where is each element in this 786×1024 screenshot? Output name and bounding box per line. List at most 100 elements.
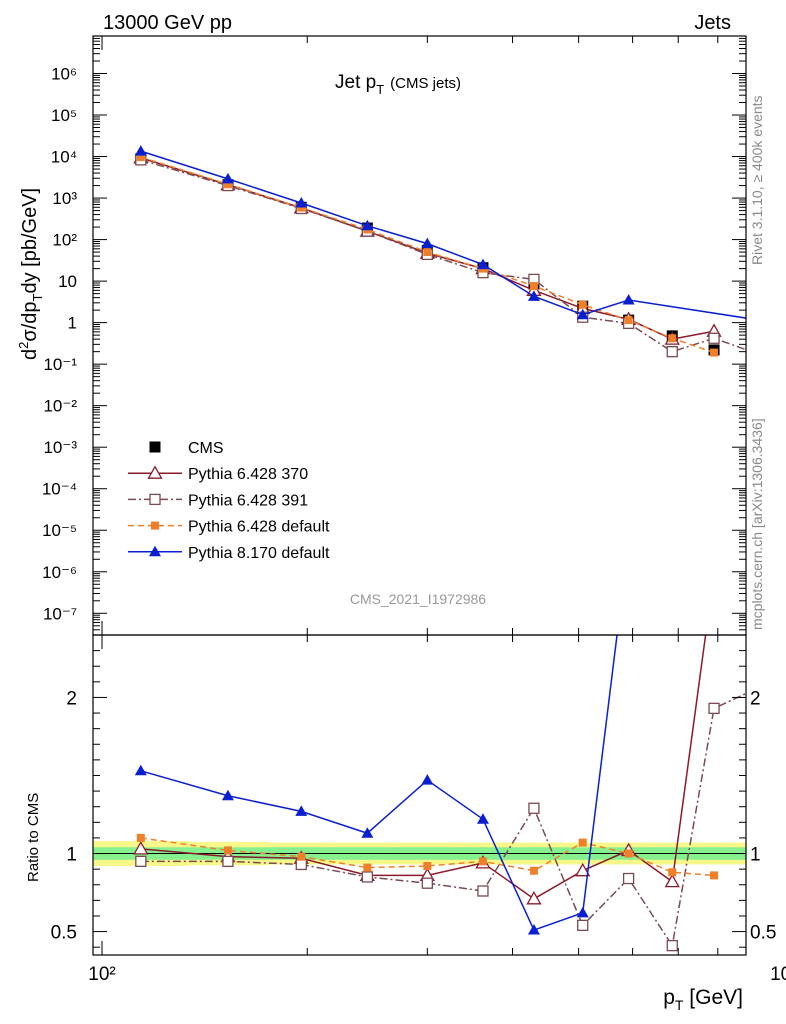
legend-label-4: Pythia 8.170 default bbox=[188, 545, 330, 562]
x-axis-title: pT [GeV] bbox=[663, 986, 743, 1013]
plot-title: Jet pT (CMS jets) bbox=[335, 72, 461, 97]
series-line-2 bbox=[140, 159, 746, 353]
legend: CMS Pythia 6.428 370 Pythia 6.428 391 Pythi… bbox=[128, 440, 330, 562]
ratio-y-axis-title: Ratio to CMS bbox=[25, 793, 42, 882]
ratio-point-s2-7 bbox=[578, 838, 587, 847]
ratio-point-s0-7 bbox=[575, 862, 591, 877]
ratio-point-s2-2 bbox=[297, 852, 306, 861]
series-line-4 bbox=[140, 150, 746, 319]
ratio-point-s2-4 bbox=[423, 862, 432, 871]
series-line-3 bbox=[140, 156, 715, 354]
legend-label-1: Pythia 6.428 370 bbox=[188, 466, 308, 483]
x-tick-label: 10² bbox=[88, 964, 115, 985]
data-point-s4-0 bbox=[134, 145, 147, 156]
y-tick-label: 10³ bbox=[52, 189, 77, 208]
data-point-s4-4 bbox=[421, 237, 434, 249]
ratio-point-s2-10 bbox=[710, 871, 719, 880]
data-point-s4-8 bbox=[622, 294, 635, 305]
data-point-s3-7 bbox=[578, 300, 587, 309]
x-tick-label: 10³ bbox=[770, 964, 786, 985]
data-point-s2-11 bbox=[749, 348, 759, 358]
stat-band-12 bbox=[775, 847, 786, 859]
data-point-s4-6 bbox=[527, 290, 540, 301]
ratio-point-s2-3 bbox=[363, 863, 372, 872]
y-tick-label: 10⁵ bbox=[51, 106, 77, 125]
ratio-point-s2-9 bbox=[668, 868, 677, 877]
plot-title-subscript: T bbox=[376, 82, 384, 97]
ratio-point-s1-3 bbox=[361, 871, 374, 883]
data-point-s3-0 bbox=[136, 153, 145, 162]
ratio-point-s1-5 bbox=[477, 885, 489, 897]
y-tick-label: 10⁻² bbox=[43, 397, 77, 416]
ratio-point-s1-1 bbox=[222, 855, 234, 867]
ratio-point-s2-8 bbox=[624, 849, 633, 858]
ratio-point-s2-5 bbox=[478, 857, 487, 866]
data-point-s3-1 bbox=[223, 180, 232, 189]
data-point-s4-1 bbox=[221, 172, 234, 184]
data-point-s3-6 bbox=[529, 282, 538, 291]
ratio-point-s0-10 bbox=[708, 566, 721, 578]
ratio-point-s2-6 bbox=[529, 866, 538, 875]
header-beam-label: 13000 GeV pp bbox=[103, 12, 232, 34]
header-process-label: Jets bbox=[694, 12, 731, 34]
legend-label-3: Pythia 6.428 default bbox=[188, 519, 330, 536]
legend-marker-0 bbox=[149, 441, 161, 453]
legend-marker-3 bbox=[151, 521, 159, 530]
ratio-point-s3-6 bbox=[527, 924, 540, 935]
ratio-point-s1-10 bbox=[708, 702, 720, 715]
ratio-point-s0-9 bbox=[664, 873, 680, 888]
ratio-point-s3-0 bbox=[134, 764, 147, 776]
legend-marker-1 bbox=[147, 465, 163, 479]
data-point-s2-9 bbox=[666, 346, 678, 358]
ratio-point-s1-4 bbox=[421, 877, 433, 889]
data-point-s3-9 bbox=[668, 334, 677, 343]
ratio-y-tick-label: 1 bbox=[66, 845, 77, 866]
ratio-point-s3-7 bbox=[576, 906, 589, 918]
syst-band-12 bbox=[775, 843, 786, 865]
ratio-y-tick-label: 0.5 bbox=[51, 923, 77, 944]
main-plot-panel: 10⁻⁷ 10⁻⁶ 10⁻⁵ 10⁻⁴ 10⁻³ 10⁻² 10⁻¹ 1 10 10² 10³ 10⁴… bbox=[42, 35, 760, 636]
y-axis-title: d2σ/dpTdy [pb/GeV] bbox=[16, 188, 45, 360]
data-point-s2-10 bbox=[708, 332, 720, 344]
y-tick-label: 10⁻⁵ bbox=[42, 521, 77, 540]
y-tick-label: 10⁻⁷ bbox=[43, 604, 77, 623]
ratio-point-s2-0 bbox=[136, 833, 145, 842]
mcplots-credit-label: mcplots.cern.ch [arXiv:1306.3436] bbox=[749, 418, 765, 630]
plot-title-paren: (CMS jets) bbox=[390, 75, 461, 92]
ratio-point-s0-0 bbox=[133, 841, 149, 855]
ratio-point-s3-3 bbox=[361, 827, 374, 838]
ratio-y-tick-label: 2 bbox=[66, 688, 77, 709]
legend-marker-2 bbox=[149, 493, 161, 506]
data-point-s0-11 bbox=[749, 361, 760, 372]
y-tick-label: 10⁻⁶ bbox=[42, 563, 77, 582]
analysis-watermark: CMS_2021_I1972986 bbox=[350, 591, 486, 607]
ratio-point-s1-2 bbox=[295, 858, 307, 871]
ratio-point-s3-2 bbox=[295, 805, 308, 816]
y-tick-label: 10⁻⁴ bbox=[42, 480, 77, 499]
legend-marker-4 bbox=[149, 545, 161, 557]
ratio-point-s1-6 bbox=[528, 802, 540, 814]
ratio-y-tick-label-right: 1 bbox=[750, 845, 761, 866]
data-point-s3-2 bbox=[297, 203, 306, 212]
y-tick-label: 10 bbox=[58, 272, 77, 291]
y-tick-label: 10² bbox=[52, 231, 77, 250]
y-tick-label: 10⁶ bbox=[51, 64, 77, 83]
ratio-line-1 bbox=[140, 692, 746, 948]
y-tick-label: 1 bbox=[68, 314, 77, 333]
data-point-s4-2 bbox=[295, 197, 308, 208]
y-tick-label: 10⁴ bbox=[51, 148, 77, 167]
ratio-plot-panel: 0.5 0.5 1 1 2 2 bbox=[51, 566, 786, 956]
rivet-version-label: Rivet 3.1.10, ≥ 400k events bbox=[749, 95, 765, 265]
ratio-y-tick-label-right: 2 bbox=[750, 688, 761, 709]
data-point-s3-4 bbox=[423, 248, 432, 257]
data-point-s3-8 bbox=[624, 316, 633, 325]
data-point-s4-7 bbox=[576, 308, 589, 320]
legend-label-2: Pythia 6.428 391 bbox=[188, 492, 308, 509]
ratio-point-s3-4 bbox=[421, 774, 434, 785]
data-point-s4-3 bbox=[361, 219, 374, 231]
ratio-point-s1-0 bbox=[135, 855, 147, 867]
y-tick-label: 10⁻¹ bbox=[43, 355, 77, 374]
ratio-point-s1-9 bbox=[666, 939, 678, 952]
y-tick-label: 10⁻³ bbox=[43, 438, 77, 457]
data-point-s4-5 bbox=[476, 258, 489, 270]
